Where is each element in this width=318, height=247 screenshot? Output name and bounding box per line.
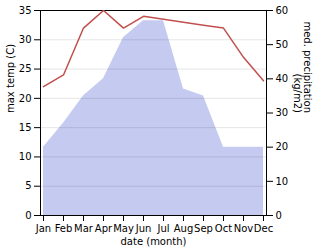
svg-text:Sep: Sep <box>194 223 213 234</box>
svg-text:Mar: Mar <box>74 223 94 234</box>
svg-text:Aug: Aug <box>174 223 194 234</box>
svg-text:Oct: Oct <box>215 223 232 234</box>
svg-text:0: 0 <box>25 210 31 221</box>
svg-text:5: 5 <box>25 180 31 191</box>
svg-text:Jan: Jan <box>35 223 51 234</box>
svg-text:Dec: Dec <box>254 223 273 234</box>
svg-text:Nov: Nov <box>234 223 254 234</box>
svg-text:date (month): date (month) <box>121 236 187 247</box>
svg-text:30: 30 <box>19 34 32 45</box>
svg-text:15: 15 <box>19 122 32 133</box>
svg-text:Jul: Jul <box>156 223 169 234</box>
svg-text:60: 60 <box>276 5 289 16</box>
svg-text:Jun: Jun <box>135 223 152 234</box>
svg-text:max temp (C): max temp (C) <box>5 44 16 113</box>
svg-text:40: 40 <box>276 73 289 84</box>
svg-text:10: 10 <box>276 176 289 187</box>
svg-text:30: 30 <box>276 107 289 118</box>
svg-text:med. precipitation(kg/m2): med. precipitation(kg/m2) <box>292 21 313 113</box>
svg-text:Apr: Apr <box>95 223 113 234</box>
svg-text:May: May <box>113 223 134 234</box>
svg-text:20: 20 <box>276 141 289 152</box>
svg-text:Feb: Feb <box>55 223 73 234</box>
svg-text:10: 10 <box>19 151 32 162</box>
svg-text:25: 25 <box>19 63 32 74</box>
svg-text:0: 0 <box>276 210 282 221</box>
svg-text:35: 35 <box>19 5 32 16</box>
svg-text:50: 50 <box>276 39 289 50</box>
svg-text:20: 20 <box>19 93 32 104</box>
